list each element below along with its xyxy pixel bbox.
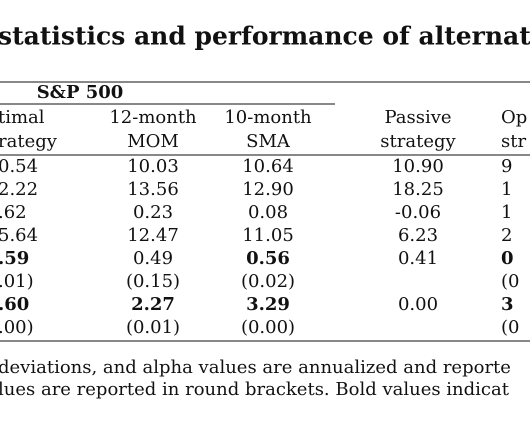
table-cell: 10.90 [392, 156, 444, 177]
table-cell: 0 [501, 248, 514, 269]
table-cell: 18.25 [392, 179, 444, 200]
table-cell: 2.22 [0, 179, 38, 200]
table-cell: 3 [501, 294, 514, 315]
column-header: Op [501, 107, 527, 128]
table-cell: 0.23 [133, 202, 173, 223]
table-cell: 0.00 [398, 294, 438, 315]
table-cell: 3.29 [246, 294, 290, 315]
table-cell: 13.56 [127, 179, 179, 200]
table-cell: .59 [0, 248, 29, 269]
table-cell: 0.41 [398, 248, 438, 269]
table-cell: 1 [501, 202, 512, 223]
group-header: S&P 500 [37, 82, 124, 103]
table-cell: 0.54 [0, 156, 38, 177]
table-cell: 2 [501, 225, 512, 246]
footnote-line: lues are reported in round brackets. Bol… [0, 379, 510, 400]
column-header: strategy [380, 131, 456, 152]
table-cell: -0.06 [395, 202, 441, 223]
table-cell: 10.64 [242, 156, 294, 177]
footnote-line: deviations, and alpha values are annuali… [0, 357, 511, 378]
table-cell: 1 [501, 179, 512, 200]
table-cell: (0.00) [241, 317, 295, 338]
table-cell: 10.03 [127, 156, 179, 177]
table-cell: 11.05 [242, 225, 294, 246]
table-cell: 0.49 [133, 248, 173, 269]
table-cell: 0.56 [246, 248, 290, 269]
table-cell: 2.27 [131, 294, 175, 315]
column-header: 10-month [224, 107, 312, 128]
table-cell: 12.90 [242, 179, 294, 200]
table-cell: 6.23 [398, 225, 438, 246]
column-header: rategy [0, 131, 58, 152]
column-header: 12-month [109, 107, 197, 128]
table-cell: (0 [501, 271, 519, 292]
column-header: timal [0, 107, 45, 128]
caption: statistics and performance of alternati [0, 22, 530, 51]
column-header: Passive [384, 107, 451, 128]
table-cell: (0.02) [241, 271, 295, 292]
table-cell: 9 [501, 156, 512, 177]
table-cell: .01) [0, 271, 34, 292]
table-cell: .00) [0, 317, 34, 338]
column-header: str [501, 131, 526, 152]
table-cell: 12.47 [127, 225, 179, 246]
table-cell: (0.01) [126, 317, 180, 338]
table-cell: (0 [501, 317, 519, 338]
column-header: MOM [127, 131, 179, 152]
table-cell: .60 [0, 294, 29, 315]
table-cell: 5.64 [0, 225, 38, 246]
table-cell: (0.15) [126, 271, 180, 292]
table-cell: .62 [0, 202, 27, 223]
table-cell: 0.08 [248, 202, 288, 223]
column-header: SMA [246, 131, 291, 152]
